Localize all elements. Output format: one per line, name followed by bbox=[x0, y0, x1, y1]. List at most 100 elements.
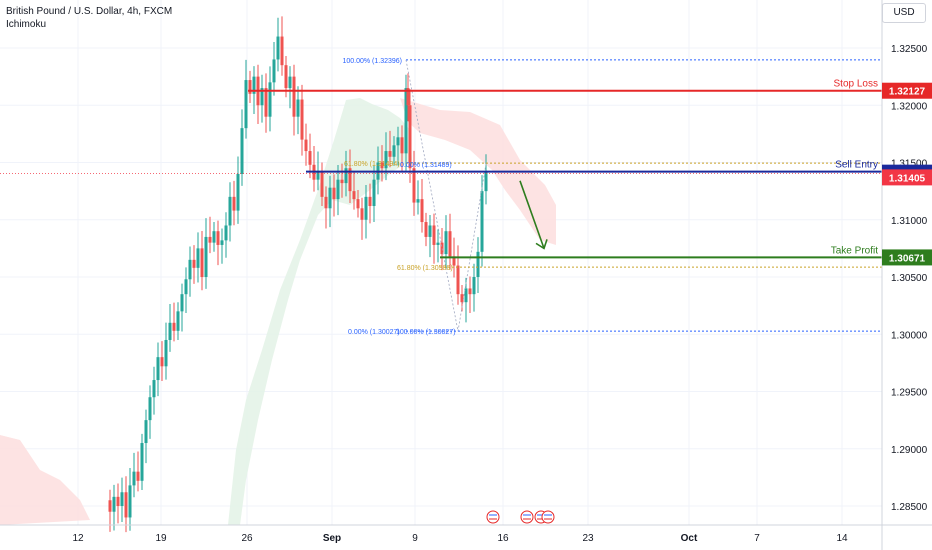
y-tick-label: 1.29000 bbox=[891, 445, 928, 456]
candle-body bbox=[304, 139, 308, 152]
candle-body bbox=[220, 240, 224, 245]
fib-label: 100.00% (1.32396) bbox=[342, 58, 402, 65]
candle-body bbox=[160, 357, 164, 367]
candle-body bbox=[332, 187, 336, 200]
candle-body bbox=[328, 187, 332, 209]
y-tick-label: 1.31000 bbox=[891, 216, 928, 227]
candle-body bbox=[340, 179, 344, 184]
candle-body bbox=[280, 36, 284, 66]
y-tick-label: 1.30500 bbox=[891, 273, 928, 284]
grid bbox=[0, 0, 882, 525]
x-tick-label: 19 bbox=[155, 533, 167, 544]
candle-body bbox=[348, 168, 352, 192]
candle-body bbox=[184, 279, 188, 295]
candle-body bbox=[172, 322, 176, 331]
candle-body bbox=[232, 196, 236, 211]
candle-body bbox=[392, 145, 396, 157]
candle-body bbox=[372, 179, 376, 207]
candle-body bbox=[248, 80, 252, 94]
candle-body bbox=[444, 231, 448, 255]
x-tick-label: Sep bbox=[323, 533, 341, 544]
candle-body bbox=[208, 236, 212, 243]
candle-body bbox=[108, 500, 112, 512]
price-tag bbox=[882, 169, 932, 186]
x-tick-label: 7 bbox=[754, 533, 760, 544]
down-arrow-icon bbox=[519, 180, 548, 250]
arrow-head bbox=[535, 239, 548, 250]
candle-body bbox=[324, 196, 328, 209]
x-tick-label: 12 bbox=[72, 533, 84, 544]
candle-body bbox=[456, 265, 460, 295]
candle-body bbox=[192, 259, 196, 268]
candle-body bbox=[384, 151, 388, 169]
price-tag-label: 1.31405 bbox=[889, 173, 926, 184]
price-tag bbox=[882, 249, 932, 266]
price-tag bbox=[882, 82, 932, 99]
price-tag bbox=[882, 164, 932, 174]
fib-label: 61.80% (1.31494) bbox=[344, 161, 400, 168]
candle-body bbox=[440, 242, 444, 255]
candle-body bbox=[428, 225, 432, 237]
candle-body bbox=[176, 311, 180, 331]
candle-body bbox=[448, 231, 452, 257]
candle-body bbox=[264, 88, 268, 117]
candle-body bbox=[408, 105, 412, 169]
candle-body bbox=[396, 137, 400, 146]
y-tick-label: 1.28500 bbox=[891, 502, 928, 513]
x-tick-label: 9 bbox=[412, 533, 418, 544]
price-tag-label: 1.30671 bbox=[889, 253, 926, 264]
candle-body bbox=[196, 248, 200, 268]
candle-body bbox=[320, 171, 324, 197]
candle-body bbox=[120, 492, 124, 506]
candle-body bbox=[284, 65, 288, 89]
candle-body bbox=[148, 397, 152, 421]
fibonacci-retracements: 100.00% (1.32396) 61.80% (1.31494)0.00% (… bbox=[342, 58, 882, 336]
chart-header: British Pound / U.S. Dollar, 4h, FXCM Ic… bbox=[6, 5, 172, 31]
candle-body bbox=[364, 196, 368, 220]
x-tick-label: 16 bbox=[497, 533, 509, 544]
candle-body bbox=[476, 251, 480, 277]
candle-body bbox=[272, 59, 276, 83]
candle-body bbox=[212, 231, 216, 243]
candle-body bbox=[460, 294, 464, 303]
candle-body bbox=[236, 173, 240, 211]
candle-body bbox=[412, 168, 416, 203]
candle-body bbox=[316, 171, 320, 180]
candle-body bbox=[288, 76, 292, 89]
symbol-title: British Pound / U.S. Dollar, 4h, FXCM bbox=[6, 6, 173, 17]
candle-body bbox=[356, 199, 360, 209]
y-tick-label: 1.32500 bbox=[891, 44, 928, 55]
level-label: Take Profit bbox=[831, 245, 878, 256]
y-tick-label: 1.29500 bbox=[891, 388, 928, 399]
candle-body bbox=[268, 82, 272, 117]
bearish-cloud bbox=[400, 98, 556, 245]
candle-body bbox=[204, 236, 208, 277]
candle-body bbox=[156, 357, 160, 381]
candle-body bbox=[224, 225, 228, 241]
currency-button[interactable]: USD bbox=[882, 3, 926, 23]
fib-label: 61.80% (1.30586) bbox=[397, 265, 453, 272]
candle-body bbox=[308, 151, 312, 165]
fib-label: 0.00% (1.31489) bbox=[400, 162, 452, 169]
x-tick-label: 26 bbox=[241, 533, 253, 544]
candle-body bbox=[468, 288, 472, 295]
candle-body bbox=[368, 196, 372, 207]
fib-label: 100.00% (1.30027) bbox=[396, 329, 456, 336]
price-tag-label: 1.32127 bbox=[889, 87, 926, 98]
x-tick-label: Oct bbox=[681, 533, 698, 544]
candle-body bbox=[164, 339, 168, 367]
trade-levels: Stop Loss Sell Entry Take Profit bbox=[0, 79, 882, 259]
candle-body bbox=[336, 179, 340, 200]
candle-body bbox=[180, 294, 184, 312]
candle-body bbox=[416, 199, 420, 203]
candle-body bbox=[124, 492, 128, 518]
candle-body bbox=[484, 171, 488, 192]
candle-body bbox=[216, 231, 220, 245]
candle-body bbox=[292, 76, 296, 117]
candle-body bbox=[480, 191, 484, 252]
x-tick-label: 14 bbox=[836, 533, 848, 544]
candle-body bbox=[432, 225, 436, 245]
candle-body bbox=[128, 485, 132, 518]
